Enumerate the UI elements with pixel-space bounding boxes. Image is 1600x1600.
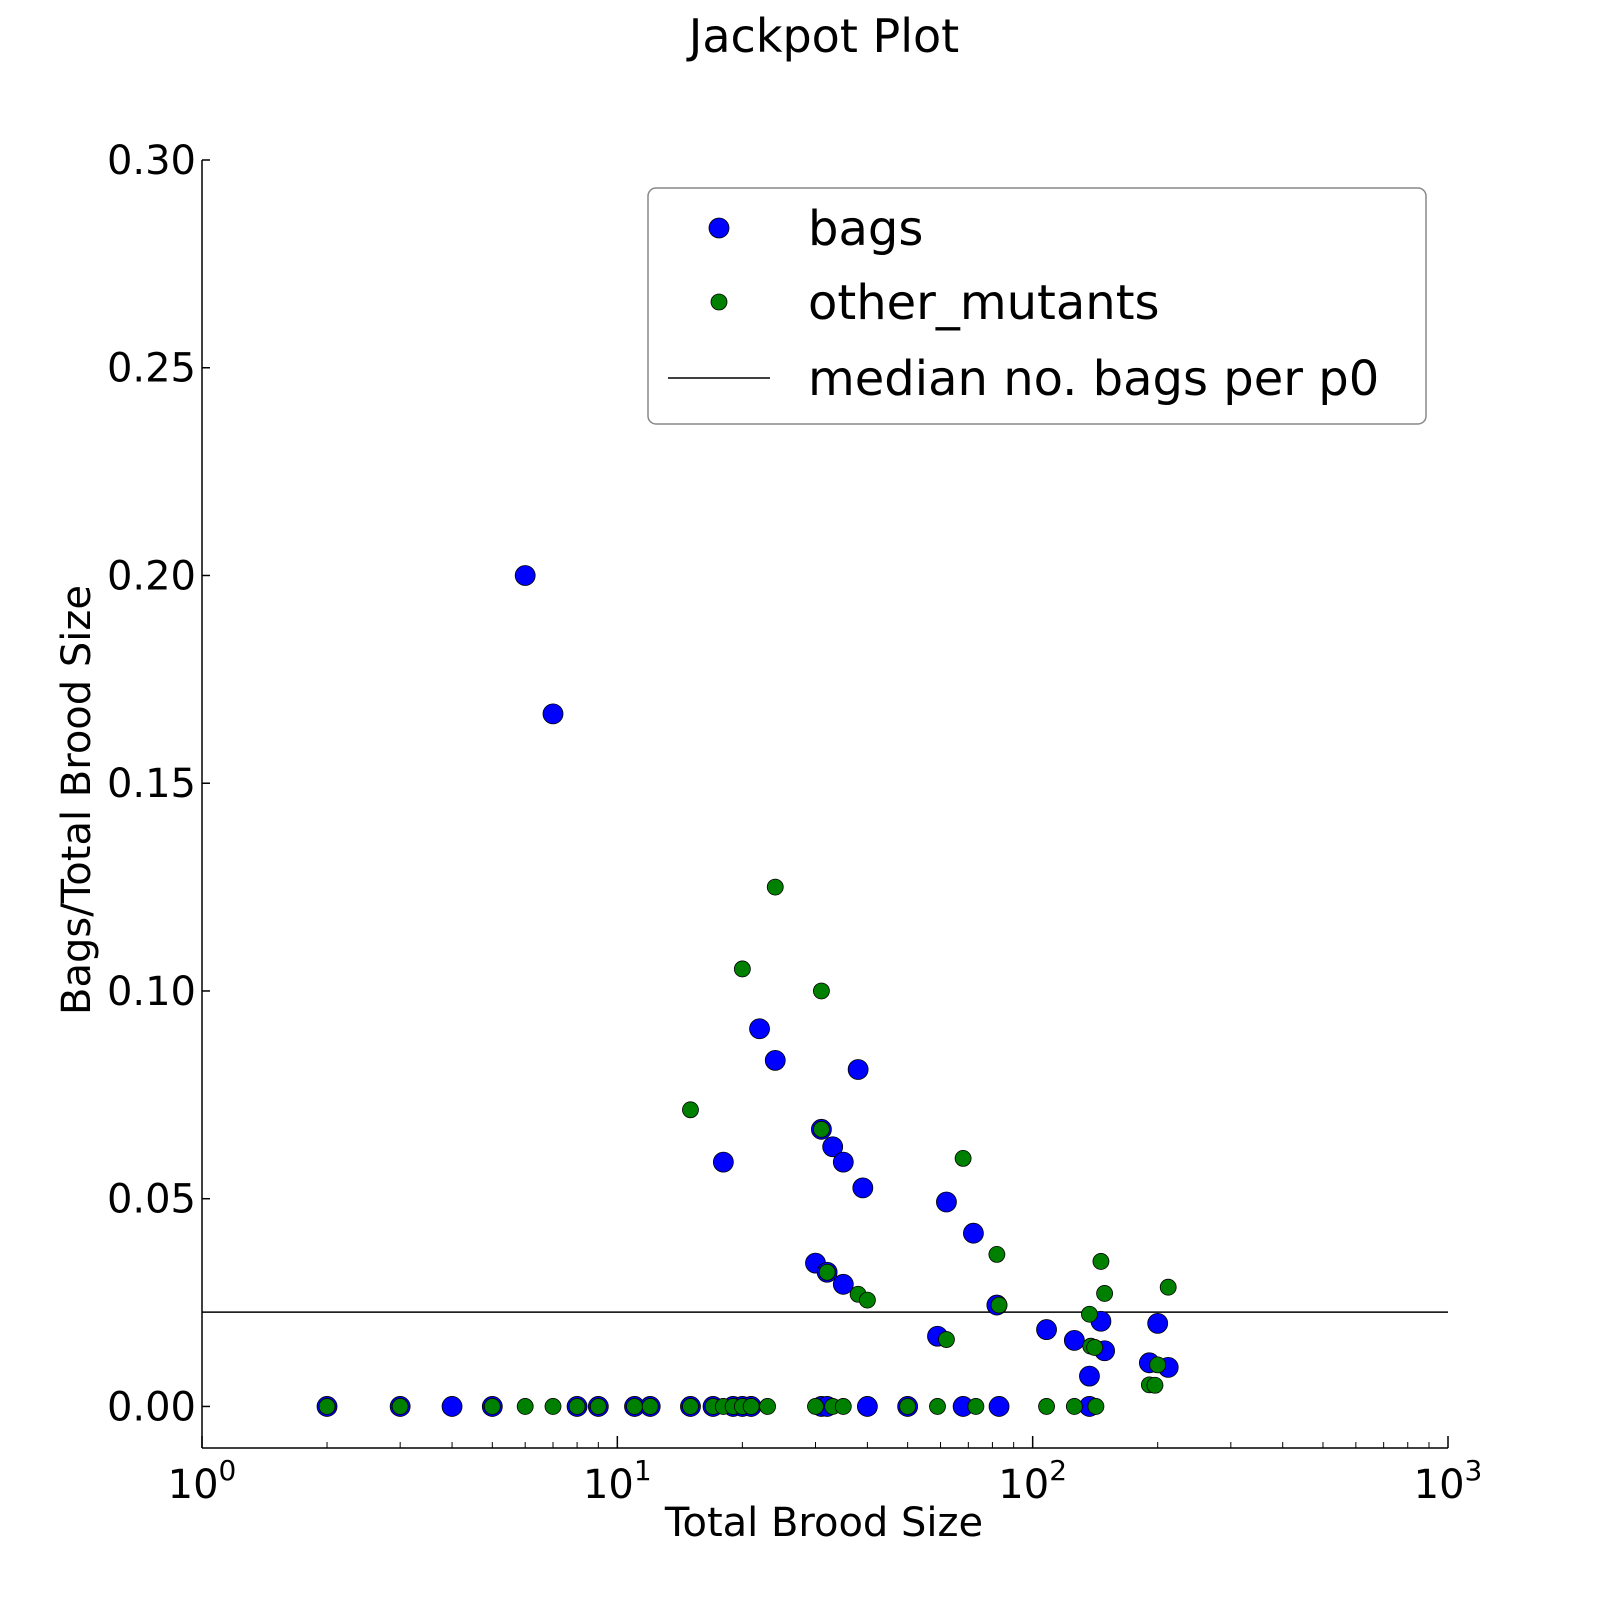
other-mutants-point <box>1159 1278 1177 1296</box>
y-axis-label: Bags/Total Brood Size <box>54 585 100 1015</box>
other-mutants-point <box>568 1398 586 1415</box>
other-mutants-point <box>807 1398 824 1415</box>
bags-point <box>712 1151 734 1173</box>
legend-other-mutants-label: other_mutants <box>808 275 1160 331</box>
other-mutants-point <box>742 1398 760 1415</box>
y-tick-label: 0.25 <box>107 346 196 392</box>
other-mutants-point <box>1146 1376 1164 1394</box>
other-mutants-point <box>990 1296 1008 1314</box>
other-mutants-point <box>818 1263 836 1281</box>
bags-point <box>936 1191 957 1213</box>
other-mutants-point <box>759 1398 776 1415</box>
other-mutants-point <box>318 1398 336 1415</box>
bags-point <box>1063 1329 1085 1351</box>
other-mutants-point <box>954 1150 972 1167</box>
series-other-mutants <box>318 878 1177 1415</box>
other-mutants-point <box>682 1398 699 1415</box>
x-tick-label: 101 <box>583 1454 652 1508</box>
bags-point <box>514 565 536 586</box>
bags-point <box>542 703 564 725</box>
bags-point <box>847 1059 869 1080</box>
other-mutants-point <box>1149 1356 1167 1374</box>
bags-point <box>822 1136 844 1158</box>
bags-point <box>852 1177 874 1199</box>
other-mutants-point <box>733 960 751 978</box>
legend-box <box>647 187 1427 425</box>
other-mutants-point <box>1092 1253 1110 1270</box>
bags-point <box>749 1018 770 1040</box>
other-mutants-point <box>641 1398 659 1415</box>
chart-title: Jackpot Plot <box>686 9 959 63</box>
other-mutants-point <box>834 1398 852 1415</box>
y-tick-label: 0.05 <box>107 1177 196 1223</box>
points-layer <box>316 565 1179 1417</box>
legend-bags-marker <box>708 217 730 239</box>
bags-point <box>856 1396 878 1417</box>
axes: 0.00 0.05 0.10 0.15 0.20 0.25 0.30 100 101 102 103 <box>107 138 1482 1508</box>
x-tick-label: 103 <box>1414 1454 1483 1508</box>
y-tick-label: 0.10 <box>107 969 196 1015</box>
other-mutants-point <box>682 1101 699 1119</box>
other-mutants-point <box>544 1398 562 1415</box>
legend-median-no-bags-per-p0-label: median no. bags per p0 <box>808 351 1379 407</box>
x-tick-label: 102 <box>998 1454 1067 1508</box>
other-mutants-point <box>1086 1339 1104 1356</box>
other-mutants-point <box>1087 1398 1105 1415</box>
y-tick-label: 0.20 <box>107 553 196 599</box>
other-mutants-point <box>626 1398 643 1415</box>
other-mutants-point <box>938 1331 955 1348</box>
other-mutants-point <box>967 1398 985 1415</box>
other-mutants-point <box>589 1398 607 1415</box>
other-mutants-point <box>899 1398 917 1415</box>
bags-point <box>832 1273 854 1295</box>
other-mutants-point <box>813 1120 830 1138</box>
other-mutants-point <box>1096 1285 1113 1302</box>
other-mutants-point <box>483 1398 501 1415</box>
bags-point <box>963 1222 984 1244</box>
bags-point <box>1079 1365 1100 1387</box>
y-tick-label: 0.15 <box>107 761 196 807</box>
other-mutants-point <box>988 1245 1006 1263</box>
other-mutants-point <box>858 1291 876 1309</box>
other-mutants-point <box>1081 1305 1098 1323</box>
bags-point <box>441 1396 463 1417</box>
legend-other-mutants-marker <box>710 293 728 311</box>
bags-point <box>1036 1319 1057 1340</box>
series-bags <box>316 565 1179 1417</box>
y-tick-label: 0.00 <box>107 1384 196 1430</box>
other-mutants-point <box>813 982 830 1000</box>
other-mutants-point <box>516 1398 534 1415</box>
other-mutants-point <box>1065 1398 1083 1415</box>
bags-point <box>832 1151 854 1173</box>
other-mutants-point <box>929 1398 946 1415</box>
other-mutants-point <box>1038 1398 1055 1415</box>
bags-point <box>988 1396 1010 1417</box>
other-mutants-point <box>766 878 784 896</box>
other-mutants-point <box>391 1398 409 1415</box>
bags-point <box>1147 1312 1169 1334</box>
x-tick-label: 100 <box>168 1454 237 1508</box>
legend-bags-label: bags <box>808 201 923 257</box>
x-axis-label: Total Brood Size <box>664 1500 983 1546</box>
y-tick-label: 0.30 <box>107 138 196 184</box>
bags-point <box>764 1049 786 1071</box>
